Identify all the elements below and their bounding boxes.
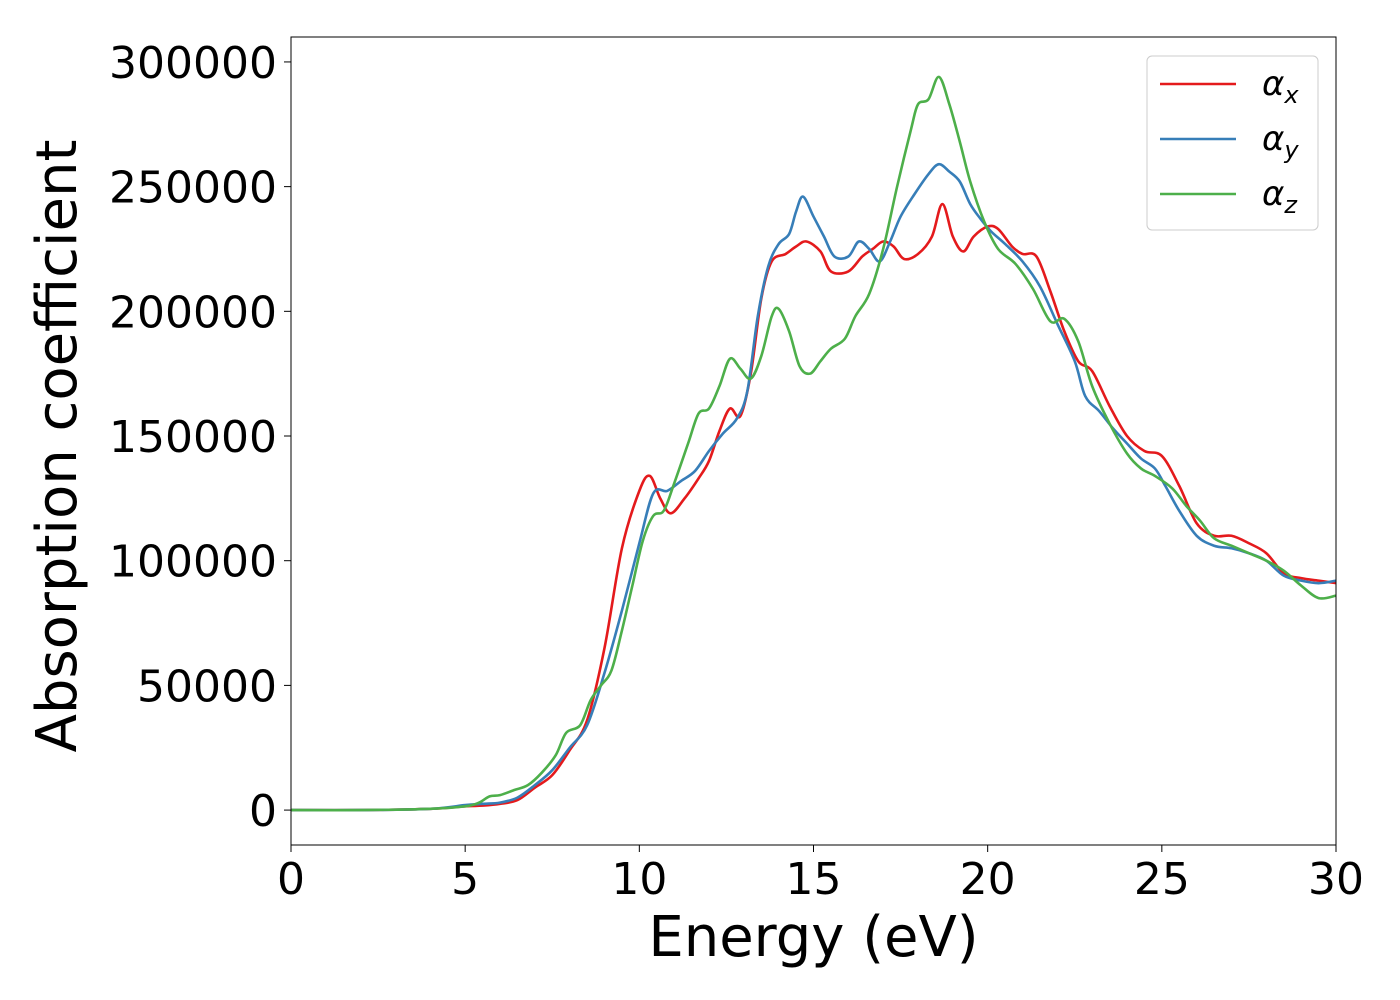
- y-tick-label: 0: [249, 786, 277, 837]
- x-tick-label: 0: [277, 854, 305, 905]
- y-tick-label: 150000: [109, 412, 277, 463]
- legend-label-alpha-z: αz: [1262, 174, 1298, 219]
- series-line-alpha-x: [290, 202, 1337, 812]
- x-tick-label: 10: [611, 854, 667, 905]
- y-tick-label: 200000: [109, 287, 277, 338]
- series-line-alpha-y: [290, 162, 1337, 812]
- y-axis-title: Absorption coefficient: [25, 140, 90, 753]
- x-axis-title: Energy (eV): [648, 905, 978, 970]
- x-tick-label: 15: [786, 854, 842, 905]
- x-axis-ticks: 0 5 10 15 20 25 30: [277, 845, 1364, 905]
- x-tick-label: 5: [451, 854, 479, 905]
- y-tick-label: 100000: [109, 537, 277, 588]
- x-tick-label: 30: [1308, 854, 1364, 905]
- x-tick-label: 20: [960, 854, 1016, 905]
- y-tick-label: 250000: [109, 163, 277, 214]
- y-tick-label: 50000: [137, 661, 277, 712]
- y-tick-label: 300000: [109, 38, 277, 89]
- series-line-alpha-z: [290, 75, 1337, 812]
- legend-box: [1146, 55, 1319, 231]
- series-lines: [290, 75, 1337, 812]
- x-tick-label: 25: [1134, 854, 1190, 905]
- y-axis-ticks: 0 50000 100000 150000 200000 250000 300000: [109, 38, 291, 837]
